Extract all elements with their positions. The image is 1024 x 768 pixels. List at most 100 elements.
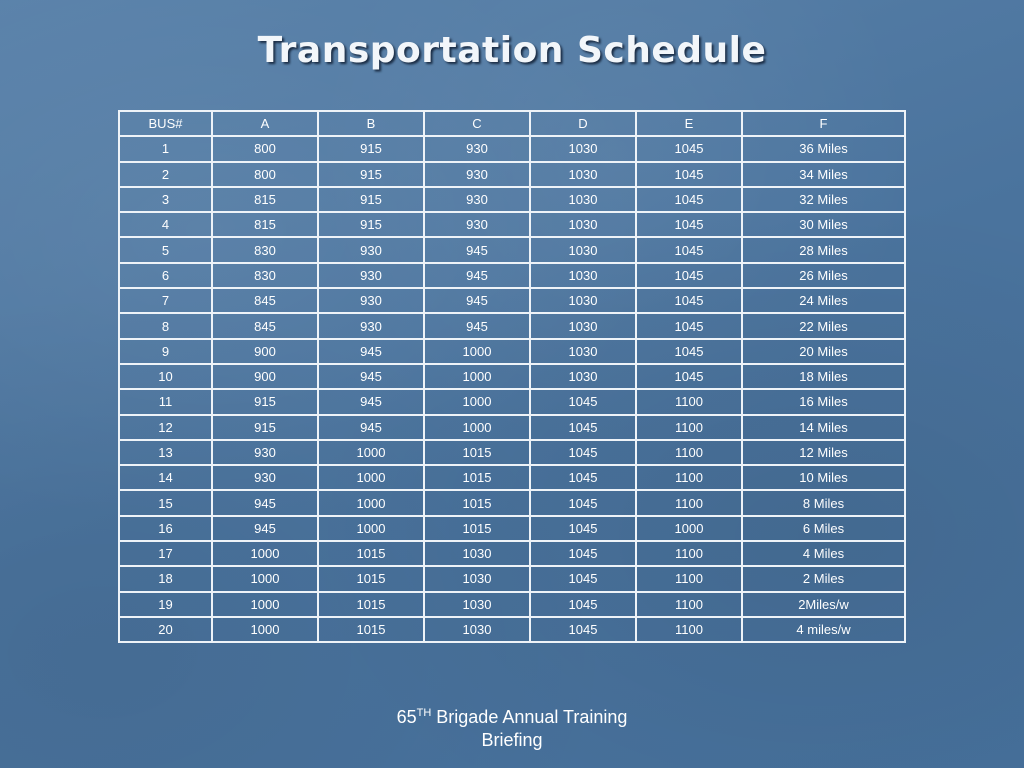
table-cell: 6: [118, 261, 213, 290]
table-cell: 930: [211, 438, 319, 467]
table-row: 4 815 915 930 1030 1045 30 Miles: [118, 211, 906, 239]
table-cell: 1030: [529, 211, 637, 239]
footer-line1: Brigade Annual Training: [431, 707, 628, 727]
table-cell: 7: [118, 287, 213, 315]
header-c: C: [423, 109, 531, 138]
table-cell: 20 Miles: [741, 337, 906, 365]
table-cell: 1015: [317, 615, 425, 644]
table-row: 13 930 1000 1015 1045 1100 12 Miles: [118, 438, 906, 467]
table-cell: 1000: [423, 388, 531, 416]
table-cell: 5: [118, 236, 213, 264]
table-cell: 1015: [423, 489, 531, 517]
table-cell: 1000: [317, 489, 425, 517]
table-cell: 1030: [529, 362, 637, 391]
table-cell: 8 Miles: [741, 489, 906, 517]
table-cell: 1100: [635, 590, 743, 618]
table-cell: 1045: [635, 160, 743, 188]
table-cell: 3: [118, 185, 213, 214]
table-cell: 1045: [529, 438, 637, 467]
header-f: F: [741, 109, 906, 138]
table-cell: 815: [211, 211, 319, 239]
table-cell: 1045: [635, 312, 743, 340]
table-row: 17 1000 1015 1030 1045 1100 4 Miles: [118, 540, 906, 568]
header-a: A: [211, 109, 319, 138]
table-cell: 1030: [529, 185, 637, 214]
table-cell: 915: [317, 185, 425, 214]
table-cell: 1030: [529, 312, 637, 340]
table-cell: 1045: [635, 135, 743, 163]
table-cell: 1015: [317, 565, 425, 593]
table-row: 20 1000 1015 1030 1045 1100 4 miles/w: [118, 615, 906, 644]
table-cell: 1030: [529, 236, 637, 264]
table-row: 18 1000 1015 1030 1045 1100 2 Miles: [118, 565, 906, 593]
table-cell: 1100: [635, 413, 743, 441]
table-cell: 1030: [423, 565, 531, 593]
table-cell: 15: [118, 489, 213, 517]
table-cell: 915: [317, 211, 425, 239]
table-row: 2 800 915 930 1030 1045 34 Miles: [118, 160, 906, 188]
table-row: 8 845 930 945 1030 1045 22 Miles: [118, 312, 906, 340]
table-cell: 915: [211, 413, 319, 441]
table-cell: 1030: [529, 135, 637, 163]
table-cell: 945: [317, 337, 425, 365]
table-cell: 12: [118, 413, 213, 441]
table-cell: 1030: [423, 590, 531, 618]
table-row: 19 1000 1015 1030 1045 1100 2Miles/w: [118, 590, 906, 618]
table-cell: 945: [317, 362, 425, 391]
table-body: 1 800 915 930 1030 1045 36 Miles 2 800 915 930 1030…: [118, 135, 906, 644]
table-cell: 930: [423, 135, 531, 163]
table-row: 11 915 945 1000 1045 1100 16 Miles: [118, 388, 906, 416]
table-row: 7 845 930 945 1030 1045 24 Miles: [118, 287, 906, 315]
table-cell: 1100: [635, 388, 743, 416]
table-cell: 1030: [529, 337, 637, 365]
table-row: 12 915 945 1000 1045 1100 14 Miles: [118, 413, 906, 441]
table-cell: 22 Miles: [741, 312, 906, 340]
table-cell: 11: [118, 388, 213, 416]
table-cell: 10: [118, 362, 213, 391]
table-cell: 1100: [635, 565, 743, 593]
table-cell: 1045: [529, 514, 637, 543]
table-row: 3 815 915 930 1030 1045 32 Miles: [118, 185, 906, 214]
table-cell: 6 Miles: [741, 514, 906, 543]
table-cell: 1000: [317, 464, 425, 492]
table-cell: 845: [211, 312, 319, 340]
table-cell: 1045: [529, 540, 637, 568]
table-row: 5 830 930 945 1030 1045 28 Miles: [118, 236, 906, 264]
table-row: 10 900 945 1000 1030 1045 18 Miles: [118, 362, 906, 391]
table-cell: 1100: [635, 540, 743, 568]
table-cell: 24 Miles: [741, 287, 906, 315]
table-cell: 34 Miles: [741, 160, 906, 188]
slide-title: Transportation Schedule: [257, 30, 767, 71]
slide-footer: 65TH Brigade Annual Training Briefing: [362, 702, 662, 752]
table-cell: 945: [317, 388, 425, 416]
table-cell: 915: [317, 160, 425, 188]
table-cell: 1045: [635, 261, 743, 290]
table-cell: 30 Miles: [741, 211, 906, 239]
table-cell: 1030: [529, 261, 637, 290]
table-cell: 930: [317, 261, 425, 290]
table-cell: 915: [211, 388, 319, 416]
transportation-schedule-table: BUS# A B C D E F 1 800 915 930 1030 1045 36 Mi…: [118, 109, 906, 644]
table-cell: 1100: [635, 438, 743, 467]
table-cell: 845: [211, 287, 319, 315]
table-cell: 1000: [317, 438, 425, 467]
table-cell: 945: [423, 261, 531, 290]
table-cell: 1030: [423, 615, 531, 644]
table-cell: 1045: [635, 211, 743, 239]
table-cell: 20: [118, 615, 213, 644]
table-cell: 1045: [529, 590, 637, 618]
table-cell: 9: [118, 337, 213, 365]
table-cell: 930: [317, 236, 425, 264]
table-cell: 14 Miles: [741, 413, 906, 441]
table-cell: 915: [317, 135, 425, 163]
header-b: B: [317, 109, 425, 138]
table-cell: 2: [118, 160, 213, 188]
table-cell: 36 Miles: [741, 135, 906, 163]
table-cell: 900: [211, 337, 319, 365]
table-cell: 945: [423, 236, 531, 264]
table-cell: 2Miles/w: [741, 590, 906, 618]
table-cell: 1045: [529, 615, 637, 644]
table-cell: 1045: [635, 362, 743, 391]
table-cell: 1100: [635, 615, 743, 644]
table-cell: 1: [118, 135, 213, 163]
